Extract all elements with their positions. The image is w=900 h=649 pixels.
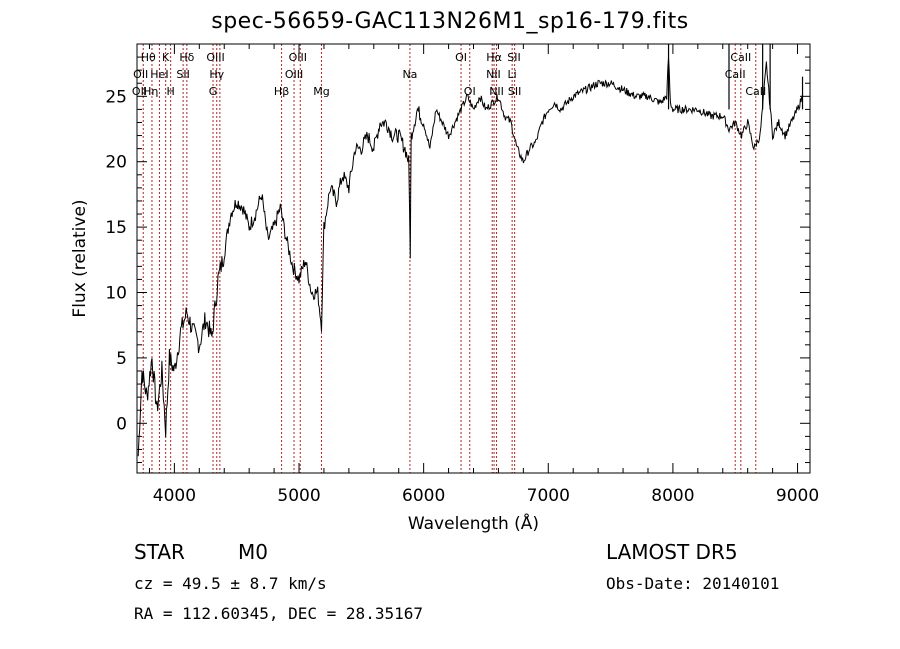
spectral-line-label: Mg (313, 85, 329, 98)
x-tick-label: 7000 (527, 486, 570, 506)
redshift-velocity: cz = 49.5 ± 8.7 km/s (134, 574, 327, 593)
spectral-line-label: Li (508, 68, 517, 81)
x-tick-label: 4000 (153, 486, 196, 506)
spectral-line-label: Hδ (179, 51, 194, 64)
spectral-line-label: OI (464, 85, 476, 98)
x-axis-label: Wavelength (Å) (408, 512, 539, 534)
spectral-line-label: SII (176, 68, 189, 81)
spectral-line-label: Hη (143, 85, 158, 98)
spectral-line-label: Hα (486, 51, 502, 64)
spectral-line-label: NII (489, 85, 504, 98)
y-tick-label: 10 (105, 284, 127, 304)
spectral-line-label: OIII (285, 68, 303, 81)
spectral-line-label: OIII (206, 51, 224, 64)
spectral-line-label: K (162, 51, 170, 64)
spectral-line-label: SII (508, 85, 521, 98)
spectral-line-label: Na (402, 68, 417, 81)
spectrum-line (137, 57, 803, 457)
x-tick-label: 8000 (651, 486, 694, 506)
y-tick-label: 15 (105, 218, 127, 238)
y-tick-label: 20 (105, 153, 127, 173)
spectral-line-label: OIII (289, 51, 307, 64)
observation-date: Obs-Date: 20140101 (606, 574, 780, 593)
x-tick-label: 5000 (277, 486, 320, 506)
spectral-line-label: HeI (150, 68, 168, 81)
coordinates: RA = 112.60345, DEC = 28.35167 (134, 604, 423, 623)
object-class: STAR (134, 540, 185, 564)
y-tick-label: 25 (105, 87, 127, 107)
spectral-line-label: CaII (725, 68, 746, 81)
chart-title: spec-56659-GAC113N26M1_sp16-179.fits (211, 9, 689, 34)
survey-name: LAMOST DR5 (606, 540, 738, 564)
spectral-line-label: NII (486, 68, 501, 81)
spectral-line-label: OII (132, 85, 147, 98)
spectral-line-label: H (167, 85, 175, 98)
spectral-line-label: OI (455, 51, 467, 64)
object-subclass: M0 (238, 540, 268, 564)
spectral-line-label: CaII (745, 85, 766, 98)
spectral-line-label: Hβ (274, 85, 289, 98)
y-axis-label: Flux (relative) (70, 199, 90, 317)
x-tick-label: 9000 (776, 486, 819, 506)
spectral-line-label: CaII (730, 51, 751, 64)
y-tick-label: 5 (116, 349, 127, 369)
x-tick-label: 6000 (402, 486, 445, 506)
spectral-line-label: Hθ (141, 51, 156, 64)
spectral-line-label: SII (507, 51, 520, 64)
spectral-line-label: Hγ (209, 68, 224, 81)
y-tick-label: 0 (116, 414, 127, 434)
spectral-line-label: G (209, 85, 218, 98)
